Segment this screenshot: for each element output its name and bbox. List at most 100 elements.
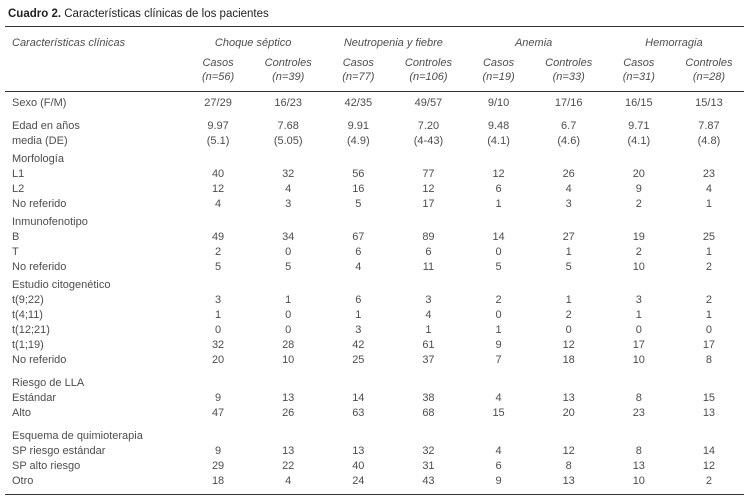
cell-value: 12: [211, 183, 225, 195]
cell-value: 5: [285, 261, 292, 273]
cell-value: 14: [492, 231, 505, 243]
cell-value: 22: [282, 460, 295, 472]
row-label: L2: [12, 183, 25, 195]
cell-value: 4: [495, 445, 502, 457]
cell-value: 9.71: [628, 120, 650, 132]
cell-value: (4.1): [487, 135, 510, 147]
cell-value: 19: [632, 231, 645, 243]
row-label: B: [12, 231, 20, 243]
cell-value: 6: [355, 246, 362, 258]
cell-value: 9: [215, 392, 222, 404]
subheader-anemia-controles: Controles (n=33): [534, 50, 604, 84]
cell-value: 12: [702, 460, 716, 472]
subheader-choque-casos: Casos (n=56): [183, 50, 253, 84]
subheader-n: (n=77): [342, 71, 375, 83]
cell-value: 5: [355, 198, 362, 210]
cell-value: 8: [635, 392, 642, 404]
cell-value: 34: [282, 231, 295, 243]
cell-value: 1: [425, 324, 432, 336]
cell-value: 3: [425, 294, 432, 306]
cell-value: 67: [352, 231, 365, 243]
cell-value: 6: [425, 246, 432, 258]
table-row: B 49 34 67 89 14 27 19 25: [5, 230, 744, 245]
cell-value: 27/29: [204, 97, 232, 109]
cell-value: 77: [422, 168, 435, 180]
cell-value: 0: [285, 309, 292, 321]
cell-value: (4.1): [627, 135, 651, 147]
table-row: t(12;21) 0 0 3 1 1 0 0 0: [5, 323, 744, 338]
subheader-anemia-casos: Casos (n=19): [464, 50, 534, 84]
cell-value: 10: [632, 354, 645, 366]
table-row: No referido 4 3 5 17 1 3 2 1: [5, 197, 744, 212]
cell-value: 0: [285, 246, 292, 258]
table-row: Edad en años 9.97 7.68 9.91 7.20 9.48 6.7 9.71 7…: [5, 119, 744, 134]
cell-value: 4: [215, 198, 222, 210]
cell-value: 32: [422, 445, 435, 457]
row-label: Sexo (F/M): [12, 97, 67, 109]
cell-value: 13: [702, 407, 716, 419]
table-row: No referido 5 5 4 11 5 5 10 2: [5, 260, 744, 275]
subheader-label: Casos: [202, 57, 234, 69]
subheader-n: (n=56): [202, 71, 235, 83]
table-row: Otro 18 4 24 43 9 13 10 2: [5, 474, 744, 489]
row-label: Alto: [12, 407, 31, 419]
subheader-label: Casos: [342, 57, 374, 69]
section-row: Inmunofenotipo: [5, 215, 744, 230]
cell-value: 12: [562, 445, 575, 457]
cell-value: 3: [565, 198, 572, 210]
cell-value: 1: [705, 198, 712, 210]
table-caption-number: Cuadro 2.: [8, 8, 62, 20]
cell-value: 0: [635, 324, 642, 336]
table-row: t(4;11) 1 0 1 4 0 2 1 1: [5, 308, 744, 323]
cell-value: 2: [705, 294, 712, 306]
cell-value: 1: [495, 198, 502, 210]
cell-value: (5.1): [206, 135, 230, 147]
cell-value: 13: [282, 445, 295, 457]
cell-value: 4: [425, 309, 432, 321]
cell-value: 6: [495, 460, 502, 472]
cell-value: 18: [211, 475, 225, 487]
cell-value: 4: [285, 475, 292, 487]
cell-value: 32: [211, 339, 225, 351]
cell-value: 3: [215, 294, 222, 306]
row-label: No referido: [12, 354, 67, 366]
cell-value: 12: [422, 183, 435, 195]
row-label: T: [12, 246, 19, 258]
cell-value: 0: [495, 309, 502, 321]
cell-value: 32: [282, 168, 295, 180]
subheader-n: (n=19): [482, 71, 515, 83]
row-label: t(4;11): [12, 309, 43, 321]
cell-value: 9: [495, 475, 502, 487]
table-row: SP riesgo estándar 9 13 13 32 4 12 8 14: [5, 444, 744, 459]
cell-value: 12: [562, 339, 575, 351]
cell-value: 13: [282, 392, 295, 404]
top-rule: [5, 26, 744, 27]
table-row: Estándar 9 13 14 38 4 13 8 15: [5, 391, 744, 406]
cell-value: 13: [352, 445, 365, 457]
subheader-hemorragia-controles: Controles (n=28): [674, 50, 744, 84]
group-header-neutropenia-y-fiebre: Neutropenia y fiebre: [343, 37, 443, 49]
cell-value: 1: [705, 309, 712, 321]
cell-value: 68: [422, 407, 435, 419]
group-header-choque-septico: Choque séptico: [214, 37, 292, 49]
subheader-label: Casos: [623, 57, 655, 69]
subheader-label: Controles: [404, 57, 452, 69]
cell-value: 4: [705, 183, 712, 195]
table-body: Sexo (F/M) 27/29 16/23 42/35 49/57 9/10 17/16 1…: [5, 92, 744, 494]
subheader-n: (n=39): [272, 71, 305, 83]
row-label: No referido: [12, 198, 67, 210]
cell-value: 38: [422, 392, 435, 404]
cell-value: 42/35: [344, 97, 373, 109]
row-label: No referido: [12, 261, 67, 273]
subheader-n: (n=33): [552, 71, 585, 83]
cell-value: 3: [355, 324, 362, 336]
row-label: Otro: [12, 475, 34, 487]
cell-value: 17: [632, 339, 645, 351]
cell-value: 63: [352, 407, 365, 419]
cell-value: 23: [632, 407, 645, 419]
cell-value: 3: [635, 294, 642, 306]
cell-value: 4: [565, 183, 572, 195]
cell-value: 40: [352, 460, 365, 472]
table-row: L2 12 4 16 12 6 4 9 4: [5, 182, 744, 197]
